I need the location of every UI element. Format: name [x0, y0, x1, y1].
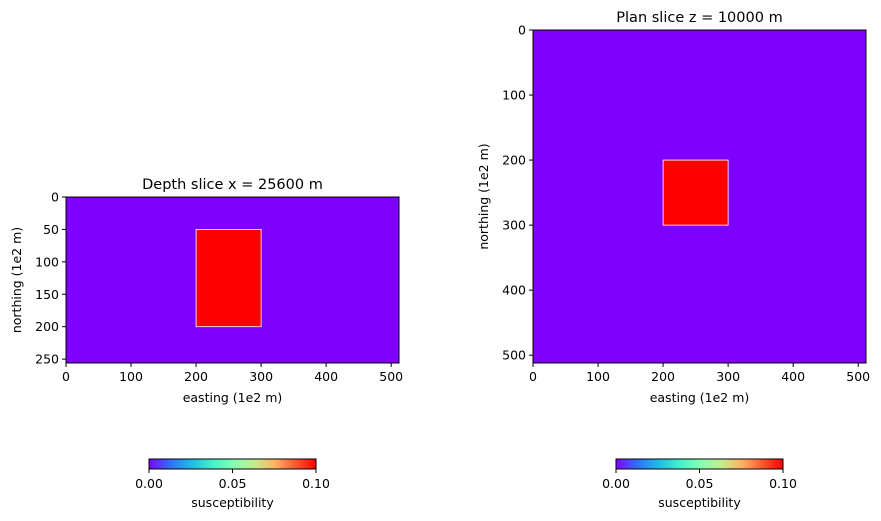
anomaly-block [195, 229, 262, 328]
y-axis-label: northing (1e2 m) [476, 143, 491, 249]
y-tick-label: 200 [35, 319, 59, 334]
depth-slice-panel: Depth slice x = 25600 m0 100 200 300 400 5000… [9, 177, 403, 510]
colorbar-tick-label: 0.10 [302, 476, 330, 491]
colorbar-tick-label: 0.00 [602, 476, 630, 491]
colorbar-tick-label: 0.00 [135, 476, 163, 491]
y-tick-label: 150 [35, 287, 59, 302]
y-tick-label: 200 [502, 153, 526, 168]
colorbar [148, 458, 317, 470]
x-axis-label: easting (1e2 m) [650, 390, 750, 405]
anomaly-block [662, 159, 729, 226]
y-tick-label: 0 [51, 190, 59, 205]
y-tick-label: 250 [35, 352, 59, 367]
colorbar-tick-label: 0.10 [769, 476, 797, 491]
x-tick-label: 400 [781, 369, 805, 384]
colorbar-tick-label: 0.05 [219, 476, 247, 491]
axes-frame [532, 29, 867, 364]
x-tick-label: 500 [379, 369, 403, 384]
colorbar-tick-label: 0.05 [686, 476, 714, 491]
y-tick-label: 50 [43, 222, 59, 237]
y-axis-label: northing (1e2 m) [9, 227, 24, 333]
x-tick-label: 200 [184, 369, 208, 384]
x-tick-label: 0 [529, 369, 537, 384]
panel-title: Plan slice z = 10000 m [616, 10, 782, 26]
y-tick-label: 400 [502, 283, 526, 298]
x-tick-label: 500 [846, 369, 870, 384]
x-tick-label: 200 [651, 369, 675, 384]
x-tick-label: 300 [249, 369, 273, 384]
colorbar-label: susceptibility [191, 495, 274, 510]
y-tick-label: 0 [518, 23, 526, 38]
x-tick-label: 100 [586, 369, 610, 384]
x-tick-label: 100 [119, 369, 143, 384]
y-tick-label: 100 [502, 88, 526, 103]
plan-slice-panel: Plan slice z = 10000 m0 100 200 300 400 50001… [476, 10, 870, 510]
x-axis-label: easting (1e2 m) [183, 390, 283, 405]
axes-frame [65, 196, 400, 364]
colorbar-label: susceptibility [658, 495, 741, 510]
colorbar [615, 458, 784, 470]
y-tick-label: 300 [502, 218, 526, 233]
y-tick-label: 100 [35, 254, 59, 269]
x-tick-label: 0 [62, 369, 70, 384]
panel-title: Depth slice x = 25600 m [142, 177, 323, 193]
x-tick-label: 300 [716, 369, 740, 384]
x-tick-label: 400 [314, 369, 338, 384]
y-tick-label: 500 [502, 348, 526, 363]
